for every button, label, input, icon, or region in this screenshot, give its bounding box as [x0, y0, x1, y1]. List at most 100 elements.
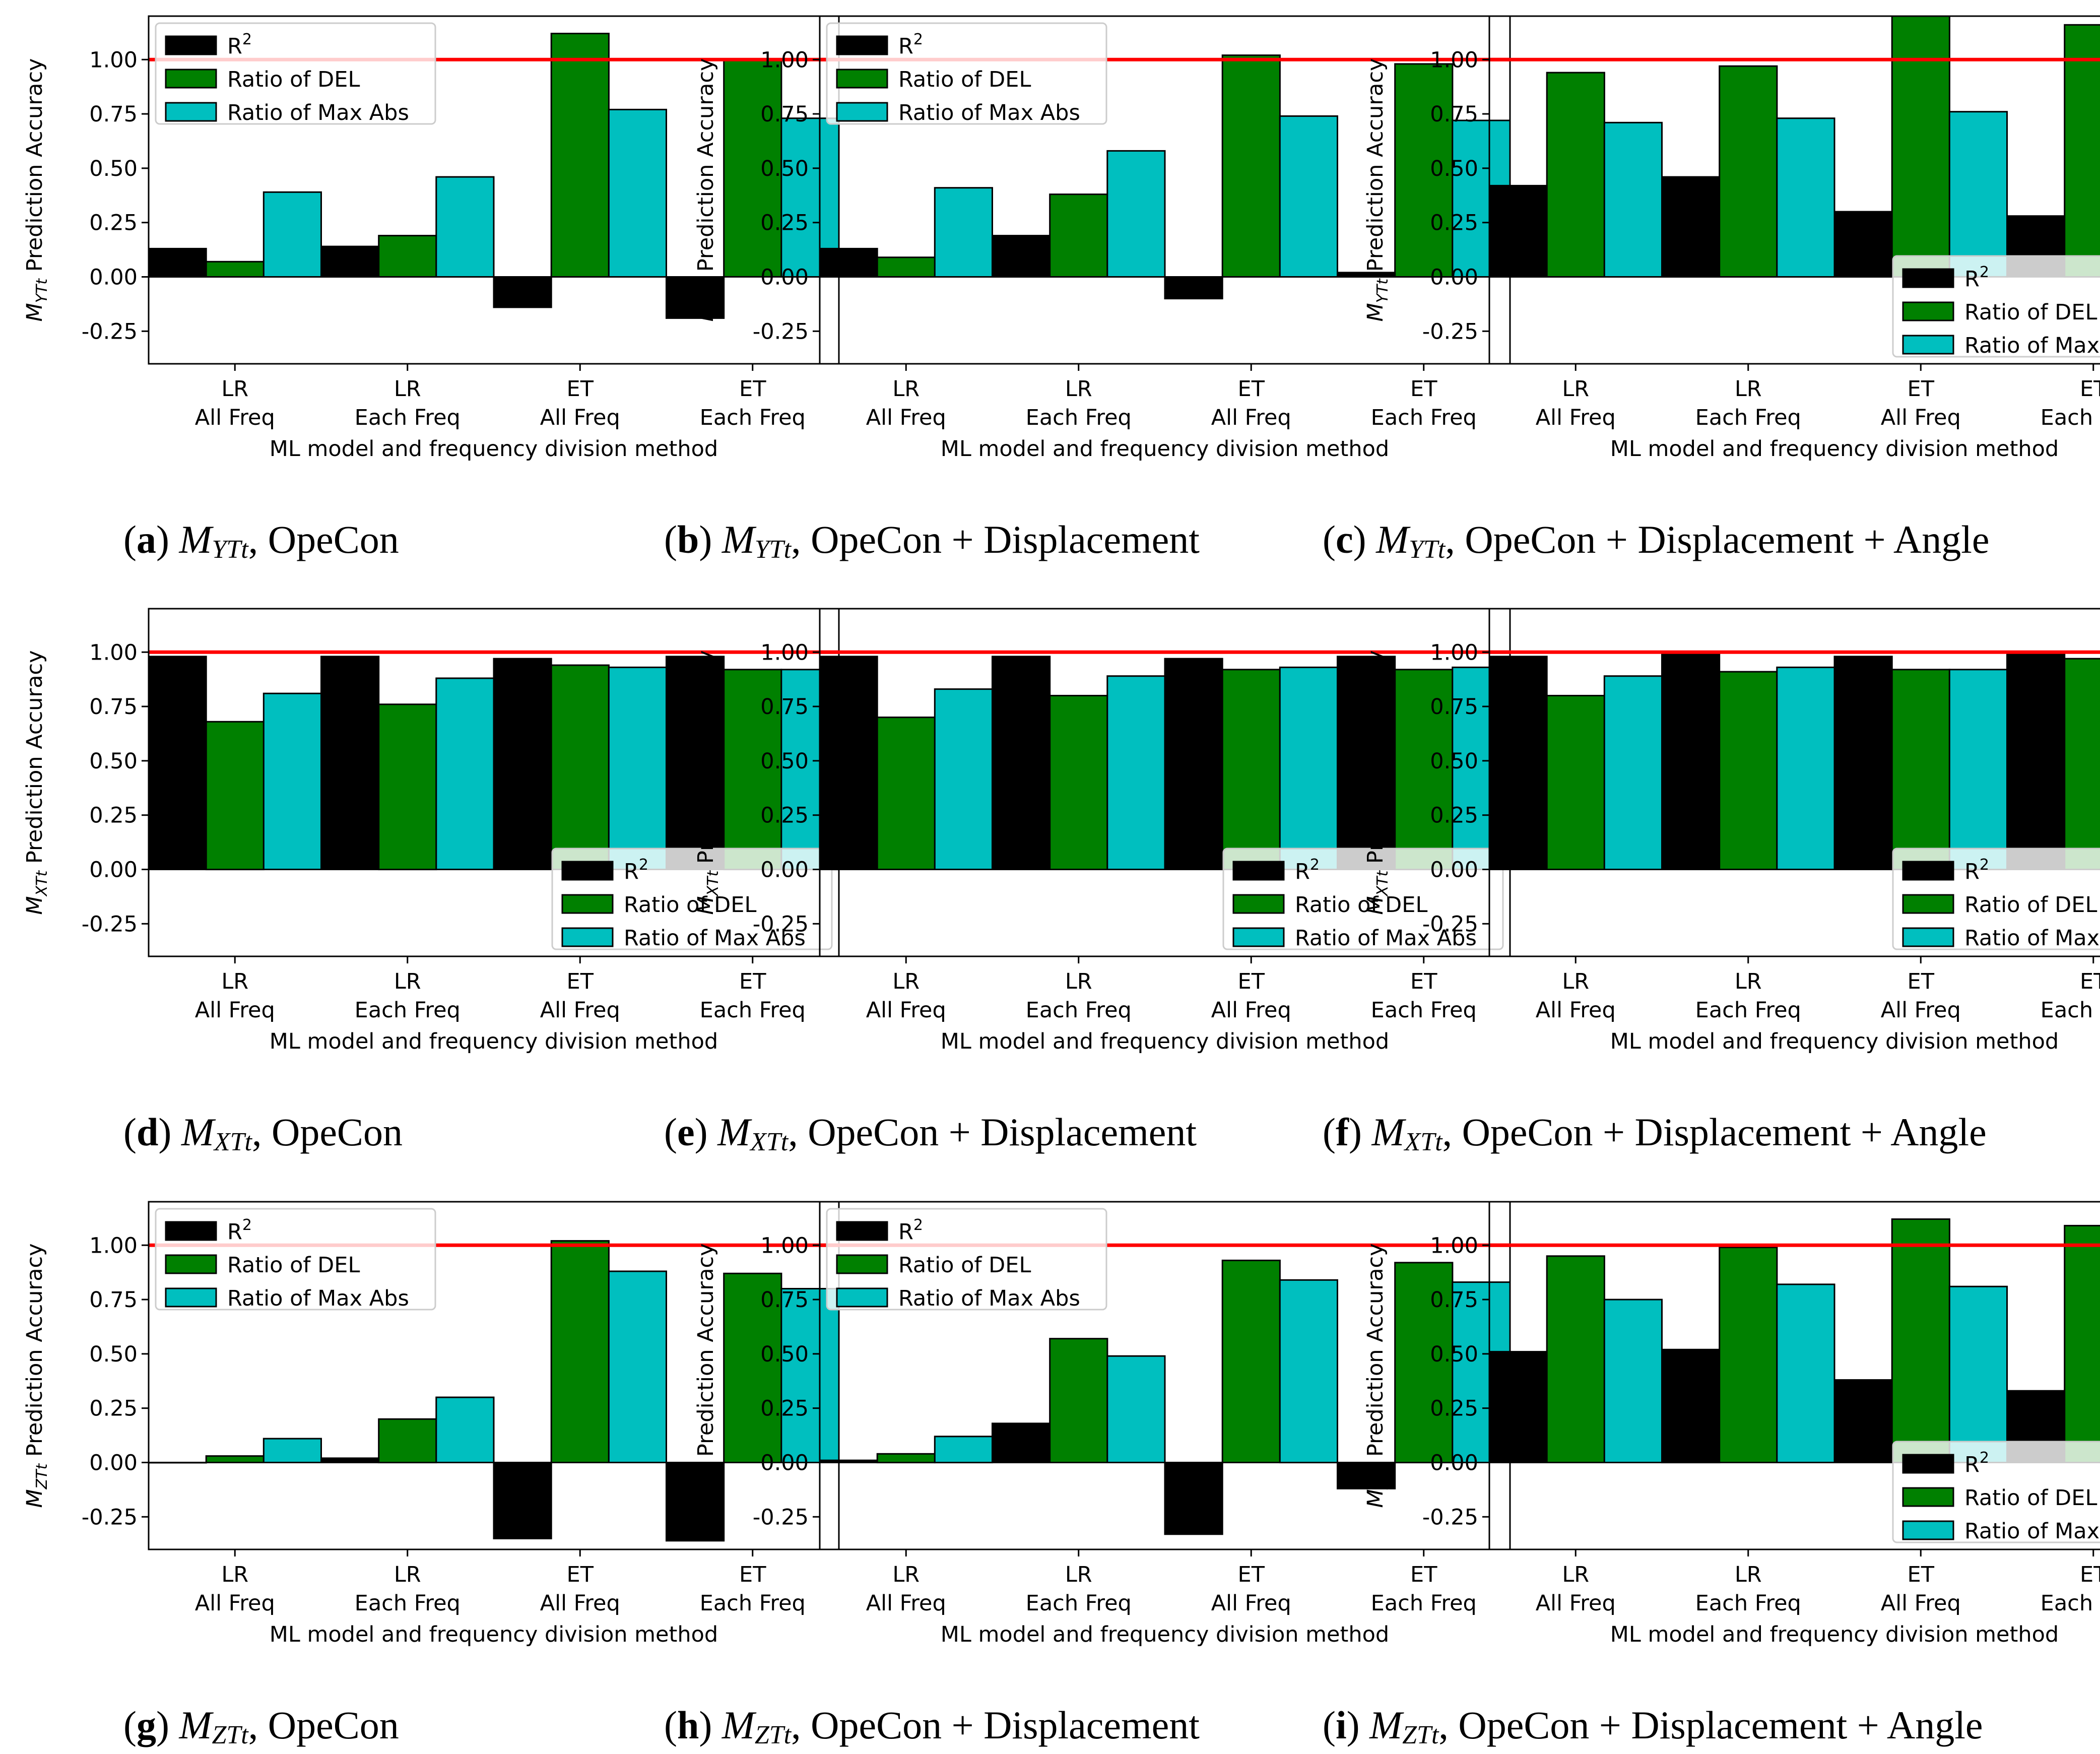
caption-text: , OpeCon + Displacement	[791, 1703, 1200, 1747]
legend-label-r2: R2	[227, 31, 252, 59]
x-tick-label-model: ET	[739, 376, 766, 402]
y-tick-label: 0.75	[89, 694, 138, 720]
legend-swatch-r2	[165, 35, 217, 55]
y-tick-label: 0.00	[760, 265, 809, 290]
bar-maxabs-1	[934, 1436, 994, 1464]
legend-label-r2: R2	[624, 856, 648, 884]
bar-del-1	[1546, 72, 1605, 278]
x-tick-label-freq: All Freq	[540, 405, 620, 430]
bar-maxabs-3	[608, 1270, 668, 1463]
y-tick-label: 1.00	[89, 47, 138, 73]
legend-box	[155, 22, 436, 125]
y-axis-label: MXTt Prediction Accuracy	[693, 650, 722, 915]
bar-r2-2	[320, 1457, 380, 1463]
x-axis-label: ML model and frequency division method	[1610, 1622, 2059, 1647]
caption-text: , OpeCon + Displacement + Angle	[1438, 1703, 1983, 1747]
legend-label-maxabs: Ratio of Max Abs	[1295, 926, 1477, 951]
x-tick-label-model: LR	[892, 969, 920, 994]
legend-box	[826, 22, 1107, 125]
legend-label-del: Ratio of DEL	[1964, 892, 2097, 918]
bar-maxabs-2	[435, 677, 495, 870]
bar-del-4	[2064, 24, 2100, 278]
caption-symbol: M	[1369, 1703, 1404, 1747]
bar-del-4	[723, 1272, 782, 1464]
bar-del-4	[1394, 669, 1454, 871]
y-tick-label: 0.00	[1430, 1451, 1478, 1476]
legend: R2 Ratio of DEL Ratio of Max Abs	[1892, 1441, 2100, 1544]
y-tick-label: 0.00	[89, 858, 138, 883]
y-axis-label-symbol: M	[1363, 1489, 1388, 1508]
caption-subscript: XTt	[213, 1128, 253, 1156]
plot-frame	[148, 1201, 840, 1550]
legend-label-maxabs: Ratio of Max Abs	[227, 1286, 409, 1311]
bar-del-3	[1891, 15, 1950, 278]
legend-box	[155, 1208, 436, 1311]
bar-r2-2	[992, 235, 1051, 278]
x-tick-label-freq: Each Freq	[2041, 405, 2100, 430]
y-tick-label: -0.25	[82, 1505, 138, 1530]
x-tick-label-freq: Each Freq	[1026, 1591, 1132, 1616]
y-tick-label: 0.50	[89, 749, 138, 774]
legend-label-r2: R2	[1964, 1449, 1989, 1477]
bar-maxabs-1	[934, 688, 994, 870]
bar-r2-3	[1833, 656, 1893, 871]
x-tick-label-model: ET	[1238, 969, 1265, 994]
bar-del-1	[205, 721, 265, 871]
x-tick-label-model: LR	[1735, 969, 1762, 994]
y-axis-label-text: Prediction Accuracy	[22, 1243, 47, 1463]
x-axis-label: ML model and frequency division method	[941, 1622, 1389, 1647]
x-tick-label-model: ET	[2080, 1562, 2100, 1587]
y-axis-label-subscript: XTt	[33, 870, 51, 897]
y-axis-label-text: Prediction Accuracy	[22, 650, 47, 870]
legend-box	[551, 848, 833, 950]
panel-g: -0.25 0.00 0.25 0.50 0.75 1.00 LR All Freq LR Eac…	[22, 1201, 840, 1749]
y-tick-label: 0.75	[760, 102, 809, 127]
legend-label-r2: R2	[1964, 856, 1989, 884]
bar-r2-1	[819, 247, 878, 278]
y-tick-label: 0.25	[1430, 1396, 1478, 1421]
x-tick-label-freq: All Freq	[195, 998, 275, 1023]
panel-a: -0.25 0.00 0.25 0.50 0.75 1.00 LR All Freq LR Eac…	[22, 15, 840, 564]
bar-r2-3	[493, 1462, 552, 1539]
x-tick-label-model: LR	[1562, 969, 1589, 994]
y-axis-label-text: Prediction Accuracy	[1363, 58, 1388, 279]
bar-maxabs-1	[1603, 121, 1663, 278]
bar-del-3	[550, 33, 610, 278]
legend-label-del: Ratio of DEL	[227, 1253, 360, 1278]
x-tick-label-model: ET	[567, 1562, 594, 1587]
panel-caption: (b) MYTt, OpeCon + Displacement	[664, 517, 1200, 564]
x-tick-label-model: LR	[1065, 376, 1092, 402]
legend-label-r2: R2	[1295, 856, 1320, 884]
caption-text: , OpeCon + Displacement + Angle	[1442, 1110, 1987, 1154]
bar-del-4	[1394, 63, 1454, 278]
x-tick-label-model: LR	[1735, 1562, 1762, 1587]
bar-r2-2	[992, 1422, 1051, 1463]
plot-frame	[1488, 608, 2100, 957]
y-axis-label-subscript: XTt	[1374, 870, 1392, 897]
bar-del-3	[1221, 1259, 1281, 1463]
panel-letter: h	[677, 1703, 699, 1747]
caption-subscript: XTt	[749, 1128, 789, 1156]
caption-subscript: ZTt	[755, 1721, 792, 1749]
panel-letter: g	[137, 1703, 156, 1747]
y-tick-label: -0.25	[82, 912, 138, 937]
panel-letter: e	[677, 1110, 695, 1154]
bar-del-1	[205, 261, 265, 278]
x-tick-label-model: LR	[221, 1562, 248, 1587]
bar-r2-4	[1337, 1462, 1396, 1489]
x-tick-label-freq: All Freq	[866, 405, 946, 430]
bar-r2-1	[819, 656, 878, 871]
legend: R2 Ratio of DEL Ratio of Max Abs	[1892, 848, 2100, 951]
y-axis-label: MZTt Prediction Accuracy	[1363, 1243, 1392, 1508]
y-tick-label: -0.25	[753, 1505, 809, 1530]
panel-caption: (e) MXTt, OpeCon + Displacement	[664, 1110, 1197, 1156]
y-tick-label: 0.25	[760, 211, 809, 236]
y-axis-label-symbol: M	[22, 896, 47, 915]
bar-del-2	[1049, 193, 1108, 278]
bar-r2-3	[1164, 1462, 1223, 1535]
caption-subscript: YTt	[755, 535, 792, 564]
x-tick-label-freq: All Freq	[195, 1591, 275, 1616]
caption-symbol: M	[181, 1110, 216, 1154]
y-tick-label: 0.50	[1430, 156, 1478, 181]
legend-label-r2: R2	[227, 1216, 252, 1245]
